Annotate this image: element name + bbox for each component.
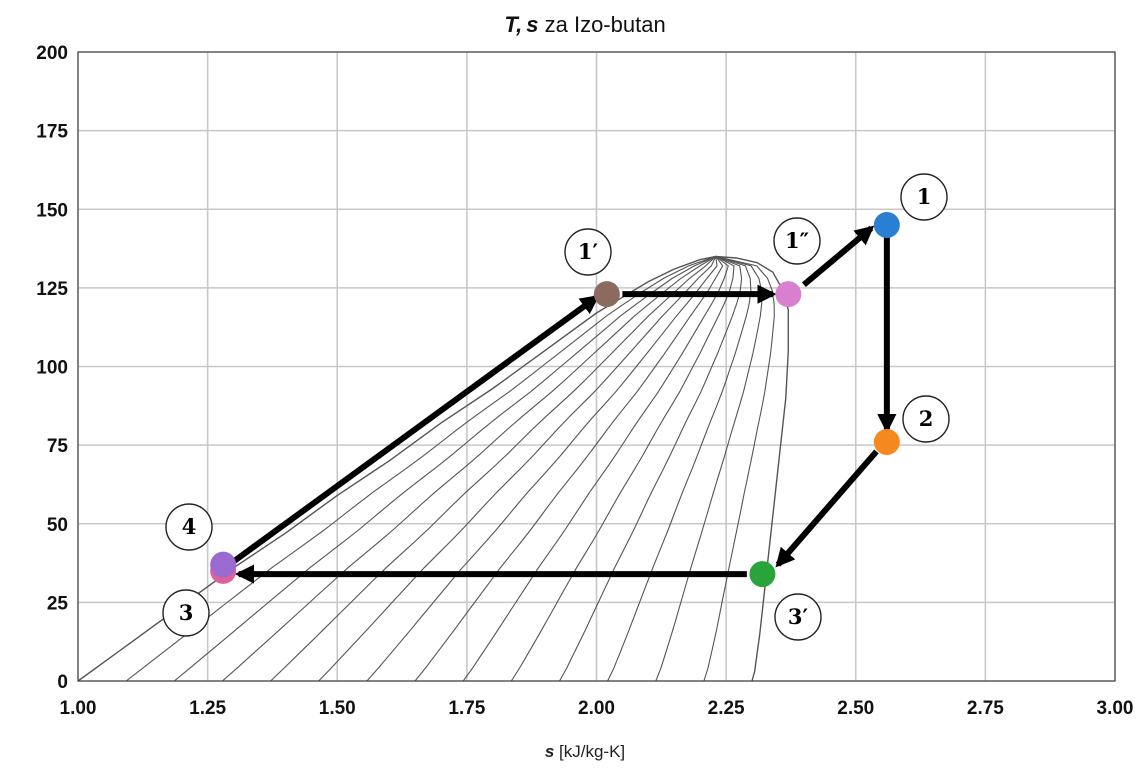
- cycle-arrow: [775, 449, 879, 568]
- xlabel-var: s: [545, 742, 554, 761]
- state-points: [210, 211, 900, 588]
- x-tick-label: 2.50: [837, 698, 874, 719]
- state-label-circle: [902, 395, 950, 443]
- quality-lines: [125, 255, 775, 682]
- y-tick-label: 0: [57, 672, 68, 693]
- state-point: [775, 281, 802, 308]
- state-label-circle: [165, 503, 213, 551]
- quality-line: [366, 256, 718, 682]
- y-tick-labels: 0 25 50 75 100 125 150 175 200: [36, 43, 68, 693]
- quality-line: [655, 255, 763, 682]
- quality-line: [270, 255, 717, 682]
- state-label-circle: [774, 593, 822, 641]
- quality-line: [510, 255, 735, 682]
- quality-line: [125, 255, 716, 682]
- x-tick-label: 1.75: [448, 698, 485, 719]
- x-tick-label: 1.00: [60, 698, 97, 719]
- y-tick-label: 50: [47, 515, 68, 536]
- y-tick-label: 100: [36, 358, 68, 379]
- quality-line: [222, 255, 717, 682]
- title-rest: za Izo-butan: [539, 12, 666, 37]
- y-tick-label: 150: [36, 200, 68, 221]
- state-label: 2: [919, 406, 934, 431]
- title-var-t: T: [504, 12, 519, 37]
- quality-line: [414, 256, 724, 682]
- saturation-dome: [77, 255, 789, 682]
- y-tick-label: 200: [36, 43, 68, 64]
- cycle-arrow: [231, 294, 600, 564]
- state-label-circle: [773, 217, 821, 265]
- quality-line: [703, 255, 775, 682]
- state-label: 4: [182, 514, 197, 539]
- x-tick-label: 2.75: [967, 698, 1004, 719]
- state-label: 1′: [578, 239, 599, 264]
- quality-line: [607, 255, 752, 682]
- state-label: 3: [179, 600, 194, 625]
- title-sep: ,: [515, 12, 522, 37]
- x-tick-label: 1.50: [319, 698, 356, 719]
- state-label-circle: [564, 228, 612, 276]
- quality-line: [173, 255, 717, 682]
- quality-line: [462, 255, 729, 682]
- cycle-arrows: [231, 225, 897, 584]
- state-point: [873, 211, 900, 238]
- x-tick-label: 2.25: [708, 698, 745, 719]
- x-tick-label: 1.25: [189, 698, 226, 719]
- x-axis-label: s [kJ/kg-K]: [545, 742, 625, 761]
- state-point: [210, 551, 237, 578]
- state-label-circle: [162, 589, 210, 637]
- state-label: 1: [917, 184, 932, 209]
- chart-title: T, s za Izo-butan: [504, 12, 665, 37]
- y-tick-label: 175: [36, 122, 68, 143]
- x-tick-labels: 1.00 1.25 1.50 1.75 2.00 2.25 2.50 2.75 3.00: [60, 698, 1134, 719]
- state-label-circle: [900, 173, 948, 221]
- state-label: 3′: [788, 604, 809, 629]
- xlabel-unit: [kJ/kg-K]: [554, 742, 625, 761]
- grid: [77, 51, 1116, 682]
- state-point-labels: 1 1′ 1″ 2 3′ 3 4: [162, 173, 950, 641]
- quality-line: [318, 256, 717, 682]
- y-tick-label: 125: [36, 279, 68, 300]
- state-point: [593, 281, 620, 308]
- title-var-s: s: [526, 12, 538, 37]
- state-point: [749, 561, 776, 588]
- saturation-dome-line: [77, 255, 789, 682]
- y-tick-label: 75: [47, 436, 69, 457]
- y-tick-label: 25: [47, 593, 69, 614]
- cycle-arrow: [801, 225, 875, 288]
- state-point: [873, 428, 900, 455]
- x-tick-label: 3.00: [1097, 698, 1134, 719]
- x-tick-label: 2.00: [578, 698, 615, 719]
- quality-line: [559, 255, 743, 682]
- plot-frame: [77, 51, 1116, 682]
- state-label: 1″: [785, 228, 809, 253]
